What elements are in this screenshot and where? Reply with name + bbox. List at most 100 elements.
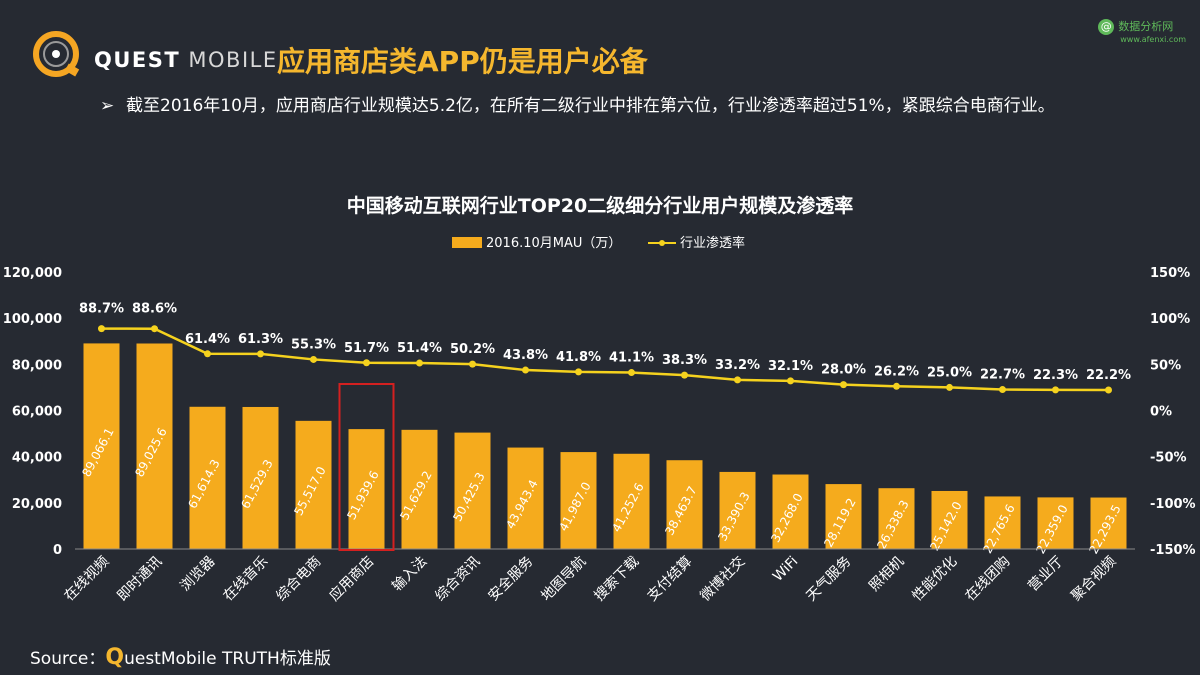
penetration-label: 38.3% xyxy=(662,353,707,368)
penetration-point xyxy=(363,359,370,367)
penetration-point xyxy=(151,325,158,333)
source-label: Source： xyxy=(30,649,106,669)
penetration-label: 25.0% xyxy=(927,365,972,380)
category-label: 营业厅 xyxy=(1025,554,1066,595)
penetration-point xyxy=(416,359,423,367)
bar xyxy=(454,432,491,549)
penetration-label: 61.4% xyxy=(185,332,230,347)
penetration-line xyxy=(101,327,1109,392)
category-label: 在线团购 xyxy=(962,554,1013,605)
brand-primary: QUEST xyxy=(94,48,181,72)
penetration-label: 22.7% xyxy=(980,368,1025,383)
category-label: 综合电商 xyxy=(273,554,324,605)
category-label: 应用商店 xyxy=(326,553,378,605)
watermark-name: 数据分析网 xyxy=(1118,20,1174,33)
bar xyxy=(507,447,544,549)
legend-line-marker xyxy=(659,240,665,246)
penetration-point xyxy=(628,369,635,377)
bar xyxy=(931,490,968,549)
bar xyxy=(83,343,120,549)
bullet-arrow-icon: ➢ xyxy=(100,96,115,116)
right-axis-tick-label: -100% xyxy=(1150,497,1196,512)
penetration-point xyxy=(681,371,688,379)
category-label: WiFi xyxy=(770,554,801,585)
left-axis-tick-label: 60,000 xyxy=(12,405,62,420)
penetration-label: 50.2% xyxy=(450,342,495,357)
bar xyxy=(984,496,1021,549)
bar xyxy=(613,453,650,549)
category-label: 照相机 xyxy=(866,554,907,595)
penetration-point xyxy=(787,377,794,385)
penetration-label: 32.1% xyxy=(768,359,813,374)
bar xyxy=(719,471,756,549)
category-label: 地图导航 xyxy=(538,554,589,605)
penetration-label: 41.8% xyxy=(556,350,601,365)
right-axis-tick-label: 0% xyxy=(1150,405,1172,420)
category-label: 性能优化 xyxy=(909,554,960,605)
brand-name: QUEST MOBILE xyxy=(94,48,278,72)
category-label: 即时通讯 xyxy=(114,554,165,605)
category-label: 搜索下载 xyxy=(591,553,643,605)
right-axis-tick-label: 150% xyxy=(1150,266,1190,281)
penetration-label: 43.8% xyxy=(503,348,548,363)
bar xyxy=(136,343,173,549)
summary-bullet: ➢ 截至2016年10月，应用商店行业规模达5.2亿，在所有二级行业中排在第六位… xyxy=(100,92,1100,120)
left-axis-tick-label: 20,000 xyxy=(12,497,62,512)
penetration-point xyxy=(204,350,211,358)
bar xyxy=(878,488,915,549)
penetration-label: 51.7% xyxy=(344,341,389,356)
left-axis-tick-label: 120,000 xyxy=(3,266,62,281)
chart-title: 中国移动互联网行业TOP20二级细分行业用户规模及渗透率 xyxy=(347,194,853,217)
category-label: 聚合视频 xyxy=(1068,554,1119,605)
penetration-label: 28.0% xyxy=(821,363,866,378)
penetration-label: 88.6% xyxy=(132,302,177,317)
penetration-point xyxy=(840,381,847,389)
bar xyxy=(1090,497,1127,549)
legend-bar-label: 2016.10月MAU（万） xyxy=(486,236,621,251)
highlight-box xyxy=(338,383,395,551)
penetration-label: 55.3% xyxy=(291,337,336,352)
brand-secondary: MOBILE xyxy=(188,48,278,72)
bar xyxy=(666,460,703,549)
penetration-point xyxy=(893,382,900,390)
category-label: 天气服务 xyxy=(803,554,854,605)
watermark-at-icon: @ xyxy=(1098,19,1115,35)
penetration-label: 88.7% xyxy=(79,302,124,317)
penetration-point xyxy=(98,325,105,333)
category-label: 安全服务 xyxy=(485,553,537,605)
right-axis-tick-label: 50% xyxy=(1150,358,1181,373)
page-headline: 应用商店类APP仍是用户必备 xyxy=(277,45,648,78)
category-label: 浏览器 xyxy=(177,554,218,595)
legend-line-label: 行业渗透率 xyxy=(680,235,745,251)
penetration-point xyxy=(1052,386,1059,394)
watermark: @ 数据分析网 www.afenxi.com xyxy=(1098,18,1186,44)
bar xyxy=(825,484,862,549)
watermark-url: www.afenxi.com xyxy=(1120,35,1186,44)
penetration-label: 26.2% xyxy=(874,364,919,379)
penetration-label: 22.3% xyxy=(1033,368,1078,383)
penetration-label: 51.4% xyxy=(397,341,442,356)
penetration-point xyxy=(257,350,264,358)
category-label: 输入法 xyxy=(389,554,430,595)
category-label: 综合资讯 xyxy=(432,554,483,605)
right-axis-tick-label: -150% xyxy=(1150,543,1196,558)
bar xyxy=(189,406,226,549)
penetration-label: 22.2% xyxy=(1086,368,1131,383)
legend-bar-swatch xyxy=(452,237,482,248)
penetration-point xyxy=(469,360,476,368)
penetration-label: 33.2% xyxy=(715,358,760,373)
category-label: 在线视频 xyxy=(61,554,112,605)
left-axis-tick-label: 40,000 xyxy=(12,451,62,466)
penetration-point xyxy=(310,355,317,363)
left-axis-tick-label: 80,000 xyxy=(12,358,62,373)
bar xyxy=(242,406,279,549)
source-q-letter: Q xyxy=(105,645,125,670)
left-axis-tick-label: 0 xyxy=(53,543,62,558)
right-axis-tick-label: -50% xyxy=(1150,451,1187,466)
quest-mobile-logo xyxy=(33,31,80,77)
source-note: Source：QuestMobile TRUTH标准版 xyxy=(30,644,331,670)
penetration-point xyxy=(575,368,582,376)
source-text: uestMobile TRUTH标准版 xyxy=(124,649,331,669)
right-axis-tick-label: 100% xyxy=(1150,312,1190,327)
summary-text: 截至2016年10月，应用商店行业规模达5.2亿，在所有二级行业中排在第六位，行… xyxy=(126,96,1055,116)
